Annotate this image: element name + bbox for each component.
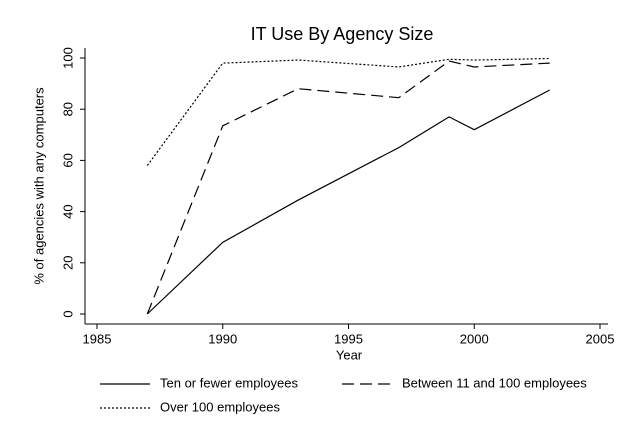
x-tick-label: 2000 bbox=[460, 331, 489, 346]
series-line bbox=[146, 57, 550, 166]
y-tick-label: 0 bbox=[60, 310, 75, 317]
x-axis-label: Year bbox=[336, 347, 363, 362]
series-line bbox=[146, 60, 550, 315]
legend-label: Over 100 employees bbox=[160, 399, 280, 414]
y-axis-label: % of agencies with any computers bbox=[31, 87, 46, 285]
y-tick-label: 100 bbox=[60, 47, 75, 69]
x-tick-label: 1995 bbox=[334, 331, 363, 346]
y-tick-label: 60 bbox=[60, 153, 75, 167]
y-tick-label: 20 bbox=[60, 256, 75, 270]
y-tick-label: 40 bbox=[60, 204, 75, 218]
x-tick-label: 1990 bbox=[208, 331, 237, 346]
chart-title: IT Use By Agency Size bbox=[251, 24, 434, 44]
series-line bbox=[146, 89, 550, 315]
x-tick-label: 2005 bbox=[586, 331, 615, 346]
x-tick-label: 1985 bbox=[83, 331, 112, 346]
y-tick-label: 80 bbox=[60, 102, 75, 116]
legend-label: Between 11 and 100 employees bbox=[402, 375, 587, 390]
legend-label: Ten or fewer employees bbox=[160, 375, 299, 390]
